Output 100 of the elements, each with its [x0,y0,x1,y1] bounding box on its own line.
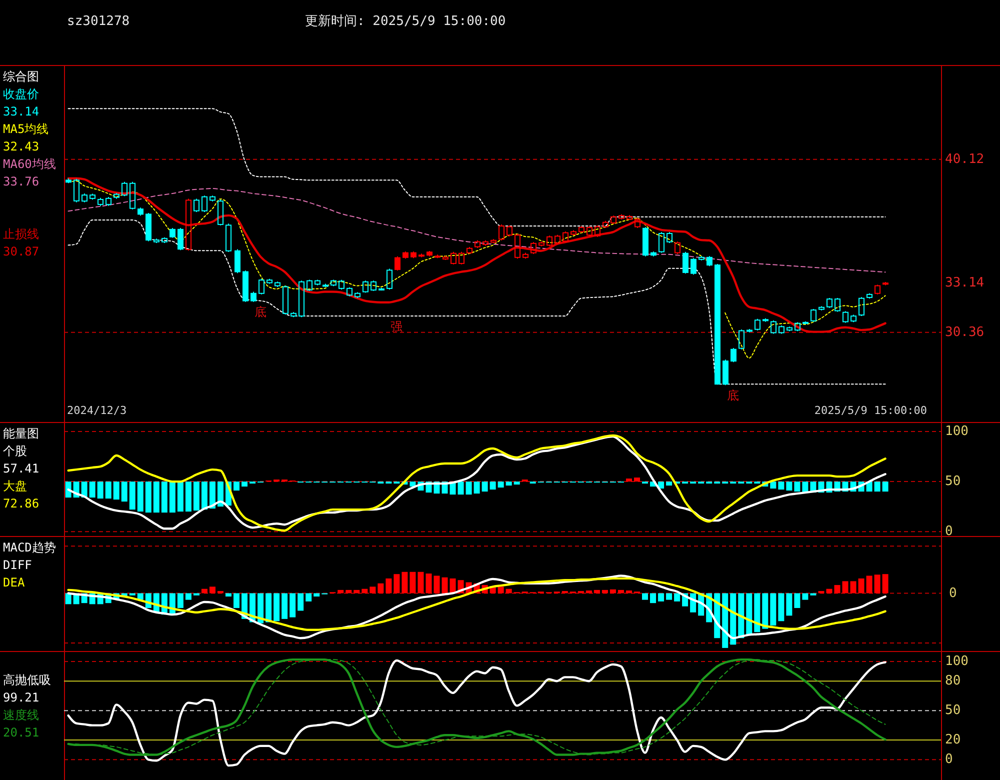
bar [674,593,680,602]
bar [842,581,848,594]
bar [658,593,664,602]
bar [746,593,752,635]
bar [586,590,592,594]
bar [378,583,384,594]
bar [642,593,648,600]
text: 30.87 [3,244,40,258]
chart-subtitle: 更新时间: 2025/5/9 15:00:00 [305,14,506,29]
text: 止损线 [3,226,39,241]
bar [762,593,768,629]
bar [65,593,72,604]
text: DEA [3,575,26,590]
bar [778,593,784,622]
bar [450,578,456,594]
bar [338,590,344,594]
legend-title: 能量图 [3,426,39,440]
bar [370,586,376,594]
text: 72.86 [3,496,40,510]
bar [346,590,352,594]
bar [770,593,776,626]
bar [602,590,608,594]
y-tick-label: 0 [945,752,953,768]
text: 个股 [3,444,27,458]
bar [850,581,856,594]
bar [650,593,656,604]
y-tick-label: 40.12 [945,152,984,167]
bar [802,593,808,600]
bar [882,574,888,594]
y-tick-label: 0 [945,524,953,540]
line-series [68,220,886,385]
annotation: 2024/12/3 [67,404,127,418]
text: 32.43 [3,139,40,154]
bar [594,590,600,594]
text: 33.76 [3,174,40,188]
y-tick-label: 50 [945,703,961,718]
bar [626,590,632,594]
bar [201,588,208,594]
legend-title: 综合图 [3,69,39,84]
text: 大盘 [3,478,27,493]
bar [266,593,272,622]
bar [402,572,408,594]
text: MA60均线 [3,156,56,171]
y-tick-label: 33.14 [945,276,984,291]
bar [610,589,616,594]
bar [209,586,216,594]
bar [386,578,392,594]
text: 底 [254,305,267,320]
bar [794,593,800,608]
bar [234,593,240,608]
bar [858,578,864,594]
y-tick-label: 100 [945,654,968,670]
text: 强 [390,319,403,334]
y-tick-label: 30.36 [945,324,984,340]
bar [185,593,192,600]
bar [618,590,624,594]
bar [434,576,440,594]
bar [498,586,504,594]
text: DIFF [3,558,32,572]
bar [866,576,872,594]
bar [258,593,264,624]
text: 57.41 [3,461,40,476]
line-series [68,108,886,227]
text: 收盘价 [3,86,39,101]
bar [274,593,280,622]
bar [410,572,416,594]
bar [354,590,360,594]
text: 底 [727,388,740,402]
line-series [68,188,886,273]
bar [442,577,448,594]
bar [177,593,184,608]
text: 20.51 [3,725,40,740]
line-series [67,177,886,333]
bar [418,572,424,594]
bar [826,588,832,594]
bar [394,574,400,594]
bar [506,588,512,594]
bar [282,593,288,619]
text: 99.21 [3,690,40,704]
y-tick-label: 50 [945,474,961,490]
bar [666,593,672,600]
bar [290,593,296,618]
y-tick-label: 20 [945,732,961,748]
bar [426,574,432,594]
text: 速度线 [3,708,39,722]
bar [786,593,792,616]
chart-title: sz301278 [67,14,130,29]
bar [314,593,320,597]
bar [298,593,304,611]
bar [306,593,312,602]
bar [225,593,232,597]
bar [754,593,760,632]
legend-title: MACD趋势 [3,540,56,554]
y-tick-label: 100 [945,424,968,440]
y-tick-label: 80 [945,674,961,689]
bar [874,574,880,594]
text: 33.14 [3,104,40,118]
bar [834,585,840,594]
text: MA5均线 [3,122,49,136]
text: 高抛低吸 [3,672,51,687]
